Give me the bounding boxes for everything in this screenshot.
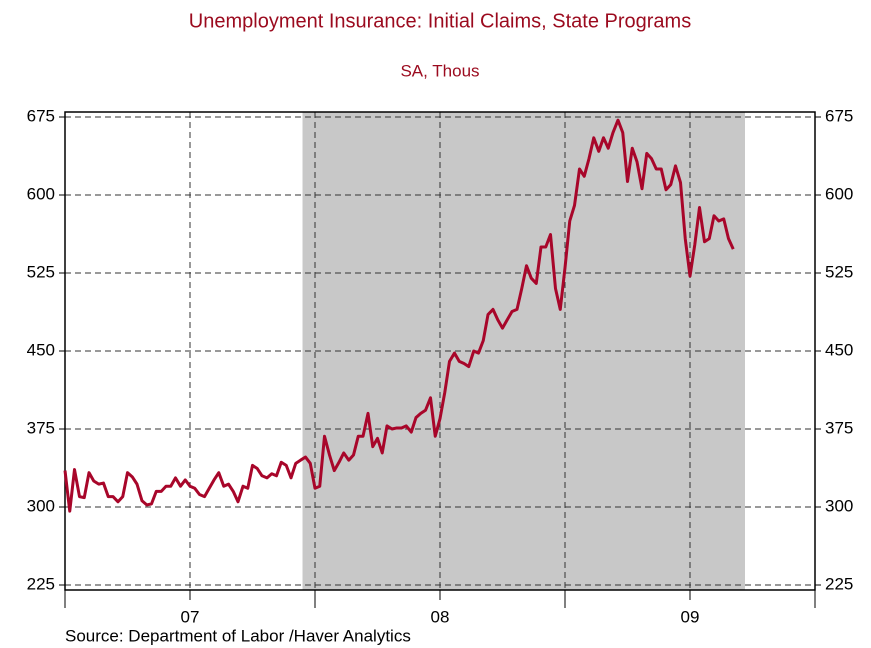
y-tick-label: 450 (27, 340, 55, 359)
y-tick-label-right: 300 (825, 496, 853, 515)
x-tick-label: 09 (681, 607, 700, 626)
y-tick-label: 675 (27, 106, 55, 125)
y-tick-label-right: 525 (825, 262, 853, 281)
y-tick-label-right: 600 (825, 184, 853, 203)
y-tick-label: 600 (27, 184, 55, 203)
chart-title: Unemployment Insurance: Initial Claims, … (189, 10, 691, 32)
x-tick-label: 07 (181, 607, 200, 626)
y-tick-label: 300 (27, 496, 55, 515)
y-tick-label-right: 375 (825, 418, 853, 437)
y-tick-label: 375 (27, 418, 55, 437)
y-tick-label-right: 450 (825, 340, 853, 359)
data-line (63, 118, 735, 513)
y-tick-label: 225 (27, 574, 55, 593)
y-tick-label: 525 (27, 262, 55, 281)
y-tick-label-right: 225 (825, 574, 853, 593)
y-tick-label-right: 675 (825, 106, 853, 125)
chart-subtitle: SA, Thous (400, 61, 479, 80)
plot-frame (64, 111, 816, 591)
source-note: Source: Department of Labor /Haver Analy… (65, 626, 411, 645)
x-tick-label: 08 (431, 607, 450, 626)
